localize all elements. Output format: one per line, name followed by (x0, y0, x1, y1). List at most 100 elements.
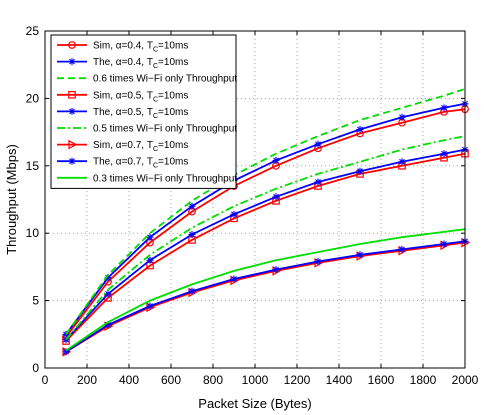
legend-marker (68, 41, 76, 49)
data-point (188, 202, 196, 210)
legend-label-tail: =10ms (158, 140, 188, 151)
x-tick-label: 200 (77, 373, 97, 387)
legend-label: The, α=0.4, TC=10ms (93, 57, 188, 70)
legend-label-tail: =10ms (158, 90, 188, 101)
x-tick-label: 1800 (410, 373, 437, 387)
x-tick-label: 600 (161, 373, 181, 387)
x-tick-label: 0 (42, 373, 49, 387)
legend-marker (68, 107, 76, 115)
data-point (398, 245, 406, 253)
legend-entry: 0.5 times Wi−Fi only Throughput (57, 124, 237, 135)
data-point (62, 348, 70, 356)
data-point (230, 275, 238, 283)
series-line (65, 228, 466, 352)
legend-label: 0.6 times Wi−Fi only Throughput (93, 74, 237, 85)
data-point (146, 256, 154, 264)
legend-label-main: The, α=0.5, T (93, 107, 153, 118)
legend-label-tail: =10ms (158, 41, 188, 52)
data-point (314, 140, 322, 148)
x-tick-label: 800 (203, 373, 223, 387)
y-tick-label: 0 (32, 361, 39, 375)
data-point (398, 113, 406, 121)
legend-label-main: 0.6 times Wi−Fi only Throughput (93, 74, 237, 85)
legend-marker (68, 139, 78, 150)
legend-label: Sim, α=0.7, TC=10ms (93, 140, 188, 153)
legend-label: The, α=0.7, TC=10ms (93, 157, 188, 170)
legend-label-main: The, α=0.4, T (93, 57, 153, 68)
axis-ticks: 0 200 400 600 800 1000 1200 1400 1600 1800 2000 0 5 1… (26, 24, 479, 387)
series-line (65, 88, 466, 335)
legend-label-subscript: C (153, 146, 158, 153)
x-tick-label: 2000 (452, 373, 479, 387)
data-point (356, 167, 364, 175)
legend-entry: Sim, α=0.4, TC=10ms (57, 41, 188, 54)
legend-entry: The, α=0.7, TC=10ms (57, 157, 188, 170)
legend-label-tail: =10ms (158, 107, 188, 118)
x-axis-label: Packet Size (Bytes) (198, 396, 311, 411)
legend-label-main: The, α=0.7, T (93, 157, 153, 168)
series-lines (62, 88, 471, 357)
legend-entry: 0.3 times Wi−Fi only Throughput (57, 173, 237, 184)
legend-label: The, α=0.5, TC=10ms (93, 107, 188, 120)
data-point (272, 156, 280, 164)
x-tick-label: 1600 (368, 373, 395, 387)
y-axis-label: Throughput (Mbps) (4, 144, 19, 255)
y-tick-label: 25 (26, 24, 40, 38)
data-point (188, 231, 196, 239)
legend-marker (68, 58, 76, 66)
data-point (104, 321, 112, 329)
legend-label-subscript: C (153, 96, 158, 103)
legend-label: Sim, α=0.5, TC=10ms (93, 90, 188, 103)
data-point (188, 287, 196, 295)
legend-label: Sim, α=0.4, TC=10ms (93, 41, 188, 54)
x-tick-label: 1200 (284, 373, 311, 387)
legend-entry: Sim, α=0.5, TC=10ms (57, 90, 188, 103)
legend-label: 0.5 times Wi−Fi only Throughput (93, 124, 237, 135)
series-3 (65, 88, 466, 335)
data-point (314, 258, 322, 266)
x-tick-label: 400 (119, 373, 139, 387)
legend-label-main: 0.5 times Wi−Fi only Throughput (93, 124, 237, 135)
legend-label-tail: =10ms (158, 57, 188, 68)
legend-label-main: Sim, α=0.5, T (93, 90, 153, 101)
legend-label-subscript: C (153, 113, 158, 120)
legend-label-main: Sim, α=0.7, T (93, 140, 153, 151)
series-line (65, 135, 466, 341)
data-point (398, 158, 406, 166)
data-point (104, 290, 112, 298)
legend-label: 0.3 times Wi−Fi only Throughput (93, 173, 237, 184)
data-point (272, 193, 280, 201)
data-point (356, 251, 364, 259)
legend-label-main: 0.3 times Wi−Fi only Throughput (93, 173, 237, 184)
series-line (65, 108, 466, 338)
x-tick-label: 1400 (326, 373, 353, 387)
legend-label-subscript: C (153, 47, 158, 54)
legend-entry: The, α=0.4, TC=10ms (57, 57, 188, 70)
legend-label-subscript: C (153, 63, 158, 70)
data-point (440, 240, 448, 248)
series-6 (65, 135, 466, 341)
data-point (440, 104, 448, 112)
series-line (65, 152, 466, 342)
x-tick-label: 1000 (242, 373, 269, 387)
y-tick-label: 10 (26, 226, 40, 240)
data-point (356, 125, 364, 133)
data-point (146, 302, 154, 310)
legend-marker (68, 157, 76, 165)
data-point (230, 210, 238, 218)
legend-label-main: Sim, α=0.4, T (93, 41, 153, 52)
y-tick-label: 15 (26, 159, 40, 173)
data-point (440, 150, 448, 158)
legend-label-tail: =10ms (158, 157, 188, 168)
legend-label-subscript: C (153, 163, 158, 170)
y-tick-label: 20 (26, 91, 40, 105)
y-tick-label: 5 (32, 294, 39, 308)
data-point (146, 233, 154, 241)
series-9 (65, 228, 466, 352)
legend-marker (68, 90, 76, 99)
data-point (272, 266, 280, 274)
legend-entry: Sim, α=0.7, TC=10ms (57, 139, 188, 153)
data-point (314, 178, 322, 186)
